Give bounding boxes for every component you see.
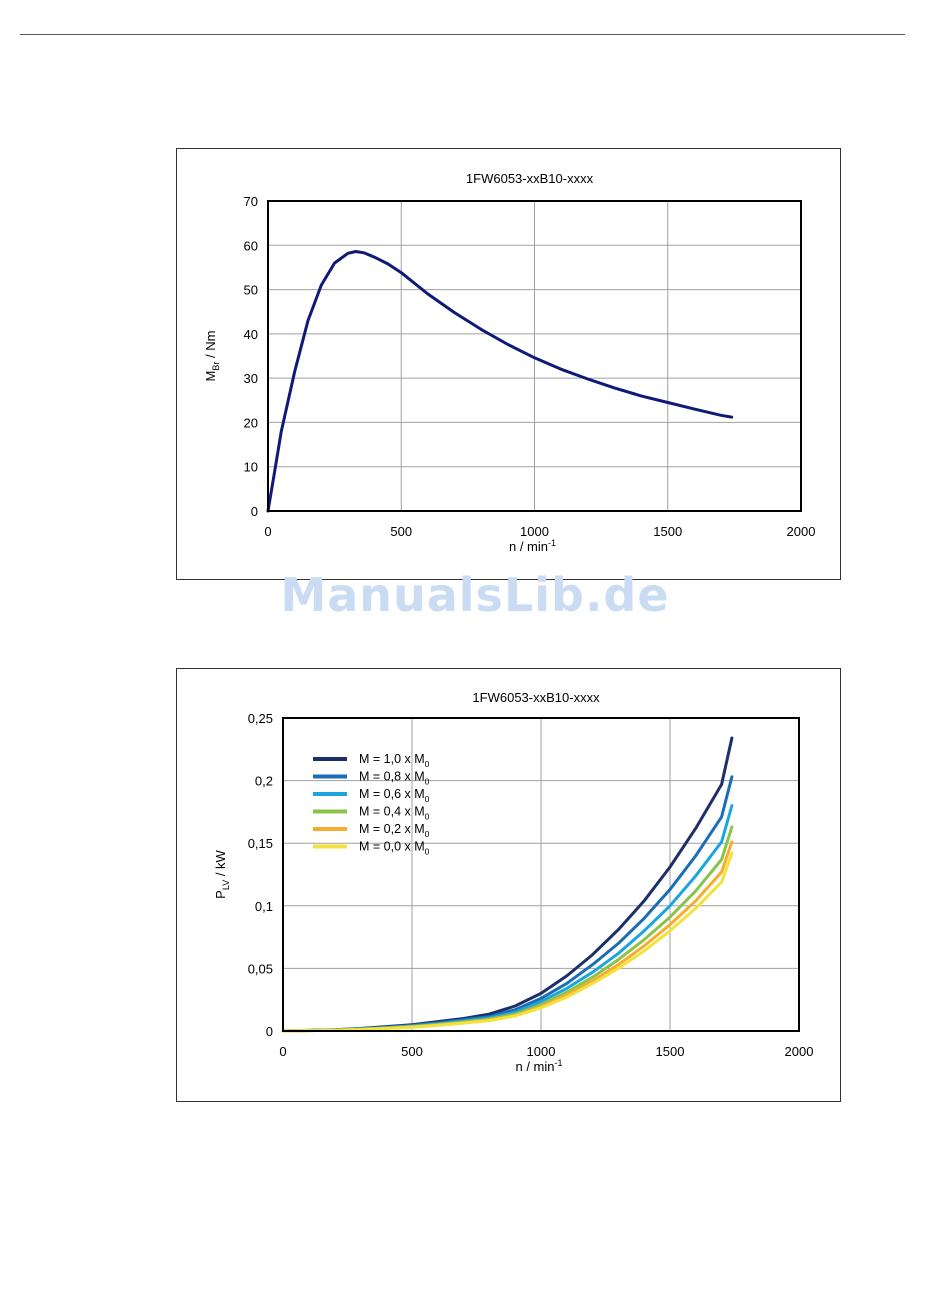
- braking-torque-chart: 1FW6053-xxB10-xxxx 0 500 1000 1500 2000 0 10 20 3…: [176, 148, 841, 580]
- x-tick-label: 0: [279, 1044, 286, 1059]
- x-tick-label: 2000: [787, 524, 816, 539]
- header-rule: [20, 34, 905, 35]
- y-tick-label: 0,25: [248, 711, 273, 726]
- chart-title: 1FW6053-xxB10-xxxx: [472, 690, 600, 705]
- series-line-5: [281, 851, 734, 1033]
- y-tick-label: 0,2: [255, 774, 273, 789]
- legend-entry: M = 0,6 x M0: [359, 787, 430, 804]
- x-axis-label: n / min-1: [509, 538, 556, 554]
- y-tick-label: 40: [244, 327, 258, 342]
- plot-frame: [267, 200, 802, 512]
- y-tick-label: 70: [244, 194, 258, 209]
- y-tick-label: 0,1: [255, 899, 273, 914]
- legend-entry: M = 1,0 x M0: [359, 752, 430, 769]
- chart-title: 1FW6053-xxB10-xxxx: [466, 171, 594, 186]
- y-tick-label: 0,05: [248, 961, 273, 976]
- y-tick-label: 0: [251, 504, 258, 519]
- power-loss-chart: 1FW6053-xxB10-xxxx 0 500 1000 1500 2000 0 0,05 0…: [176, 668, 841, 1102]
- x-tick-label: 1000: [520, 524, 549, 539]
- x-tick-label: 2000: [785, 1044, 814, 1059]
- y-axis-label: MBr / Nm: [203, 331, 221, 382]
- y-tick-label: 20: [244, 415, 258, 430]
- legend-entry: M = 0,8 x M0: [359, 770, 430, 787]
- x-tick-label: 500: [390, 524, 412, 539]
- y-tick-label: 0,15: [248, 836, 273, 851]
- series-line-0: [266, 250, 734, 513]
- y-tick-label: 10: [244, 460, 258, 475]
- braking-torque-chart-svg: 1FW6053-xxB10-xxxx 0 500 1000 1500 2000 0 10 20 3…: [203, 171, 816, 554]
- plot-frame: [282, 717, 800, 1032]
- y-tick-label: 60: [244, 238, 258, 253]
- x-tick-label: 1000: [527, 1044, 556, 1059]
- y-tick-label: 0: [266, 1024, 273, 1039]
- x-axis-label: n / min-1: [515, 1058, 562, 1074]
- legend-entry: M = 0,4 x M0: [359, 805, 430, 822]
- x-tick-label: 0: [264, 524, 271, 539]
- watermark: ManualsLib.de: [280, 568, 670, 622]
- y-tick-label: 30: [244, 371, 258, 386]
- power-loss-chart-svg: 1FW6053-xxB10-xxxx 0 500 1000 1500 2000 0 0,05 0…: [213, 690, 814, 1074]
- legend-entry: M = 0,0 x M0: [359, 840, 430, 857]
- y-tick-label: 50: [244, 283, 258, 298]
- x-tick-label: 1500: [656, 1044, 685, 1059]
- x-tick-label: 500: [401, 1044, 423, 1059]
- x-tick-label: 1500: [653, 524, 682, 539]
- legend-entry: M = 0,2 x M0: [359, 822, 430, 839]
- y-axis-label: PLV / kW: [213, 849, 231, 898]
